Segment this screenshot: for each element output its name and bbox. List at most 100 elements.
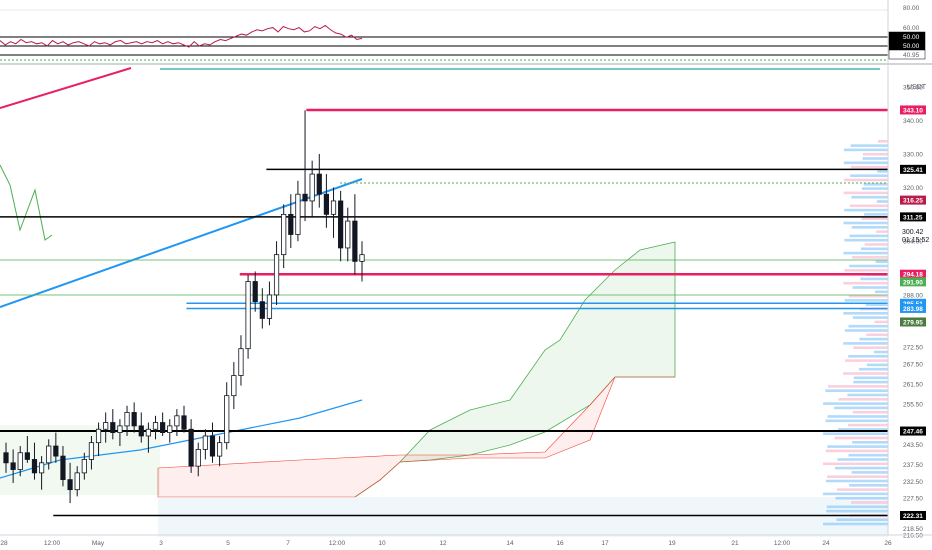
- candle-body: [302, 193, 308, 202]
- volume-profile-bar: [825, 419, 888, 423]
- price-axis-tick: 218.50: [903, 526, 923, 533]
- candle-body: [188, 428, 194, 467]
- ichimoku-cloud-green: [354, 241, 676, 498]
- candle-body: [95, 428, 102, 444]
- time-axis-tick: 16: [556, 540, 564, 547]
- time-axis-tick: May: [92, 540, 105, 547]
- volume-profile-bar: [876, 200, 888, 203]
- candle-body: [295, 193, 301, 235]
- volume-profile-bar: [823, 402, 888, 405]
- volume-profile-bar: [843, 281, 888, 285]
- candle-body: [195, 448, 201, 467]
- price-label-box: [900, 277, 926, 287]
- candle-body: [245, 281, 251, 350]
- volume-profile-bar: [843, 372, 888, 375]
- ichimoku-cloud-left: [0, 425, 160, 495]
- ichimoku-cloud-lower: [158, 497, 888, 537]
- osc-axis-tick: 50.00: [903, 43, 920, 50]
- volume-profile-bar: [850, 165, 888, 169]
- volume-profile-bar: [850, 144, 888, 147]
- rsi-series-line: [0, 24, 363, 48]
- volume-profile-bar: [836, 518, 888, 521]
- osc-axis-label-box: [888, 49, 926, 60]
- volume-profile-bar: [848, 453, 888, 457]
- candle-body: [138, 425, 144, 437]
- moving-average-red: [0, 67, 132, 109]
- volume-profile-bar: [861, 187, 888, 190]
- osc-axis-tick: 40.95: [903, 52, 920, 59]
- volume-profile-bar: [835, 496, 888, 500]
- candle-body: [216, 442, 223, 457]
- price-label-text: 222.31: [903, 513, 923, 520]
- candle-body: [338, 200, 344, 249]
- price-label-box: [900, 164, 926, 174]
- price-axis-tick: 227.50: [903, 496, 923, 503]
- candle-body: [60, 455, 66, 481]
- price-axis-tick: 304.00: [903, 239, 923, 246]
- price-label-text: 343.10: [903, 107, 923, 114]
- price-label-box: [900, 298, 926, 308]
- volume-profile-bar: [866, 333, 888, 337]
- oscillator-pane[interactable]: [0, 9, 888, 61]
- price-axis[interactable]: 350.00 340.00 330.00 320.00 304.00 288.00 272.…: [903, 84, 923, 539]
- volume-profile-bar: [844, 269, 888, 272]
- volume-profile-bar: [858, 367, 888, 371]
- candle-body: [209, 435, 216, 457]
- candle-body: [231, 375, 237, 397]
- volume-profile-bar: [860, 277, 888, 281]
- volume-profile-bar: [851, 195, 888, 199]
- volume-profile-bar: [844, 238, 888, 242]
- volume-profile-bar: [852, 256, 888, 259]
- volume-profile-bar: [850, 501, 888, 504]
- volume-profile-bar: [834, 406, 888, 410]
- candle-body: [359, 254, 365, 262]
- price-label-text: 311.25: [903, 214, 923, 221]
- price-label-box: [900, 105, 926, 115]
- time-axis-tick: 12: [439, 540, 447, 547]
- volume-profile-bar: [837, 458, 888, 461]
- price-label-text: 325.41: [903, 167, 923, 174]
- horizontal-levels[interactable]: [0, 108, 888, 517]
- volume-profile-bar: [849, 484, 888, 487]
- candle-body: [238, 348, 244, 376]
- volume-profile-bar: [875, 290, 888, 294]
- oscillator-axis[interactable]: 80.00 60.00 50.00 50.00 40.95: [888, 5, 926, 60]
- volume-profile-bar: [844, 208, 888, 212]
- candle-body: [181, 415, 187, 430]
- ichimoku-cloud-red: [157, 376, 675, 498]
- volume-profile-bar: [823, 492, 888, 496]
- volume-profile-bar: [844, 329, 888, 332]
- price-label-box: [900, 426, 926, 436]
- volume-profile-bar: [866, 363, 888, 367]
- volume-profile-bar: [851, 226, 888, 229]
- volume-profile-bar: [863, 152, 888, 156]
- time-axis[interactable]: 28 12:00 May 3 5 7 12:00 10 12 14 16 17 19 21 12:00 24 2…: [0, 540, 892, 547]
- price-label-text: 247.46: [903, 429, 923, 436]
- volume-profile-bar: [864, 243, 888, 246]
- volume-profile-bar: [859, 337, 888, 341]
- candle-body: [288, 213, 294, 235]
- price-axis-tick: 261.50: [903, 381, 923, 388]
- price-axis-tick: 288.00: [903, 292, 923, 299]
- volume-profile-bar: [848, 294, 888, 298]
- volume-profile-bar: [827, 385, 888, 388]
- price-label-box: [900, 212, 926, 222]
- volume-profile-bar: [847, 393, 888, 397]
- candle-body: [124, 412, 130, 427]
- volume-profile-bar: [849, 234, 888, 238]
- candle-body: [145, 428, 151, 437]
- price-axis-tick: 232.50: [903, 479, 923, 486]
- candle-body: [266, 294, 273, 319]
- candlesticks: [3, 110, 365, 504]
- volume-profile-bar: [848, 324, 888, 328]
- price-pane[interactable]: [0, 67, 888, 537]
- volume-profile-bar: [825, 449, 888, 453]
- price-label-box: [900, 195, 926, 205]
- price-axis-tick: 320.00: [903, 185, 923, 192]
- volume-profile-bar: [843, 251, 888, 255]
- time-axis-tick: 14: [506, 540, 514, 547]
- candle-body: [39, 462, 45, 474]
- candle-body: [53, 445, 59, 457]
- volume-profile-bar: [860, 247, 888, 251]
